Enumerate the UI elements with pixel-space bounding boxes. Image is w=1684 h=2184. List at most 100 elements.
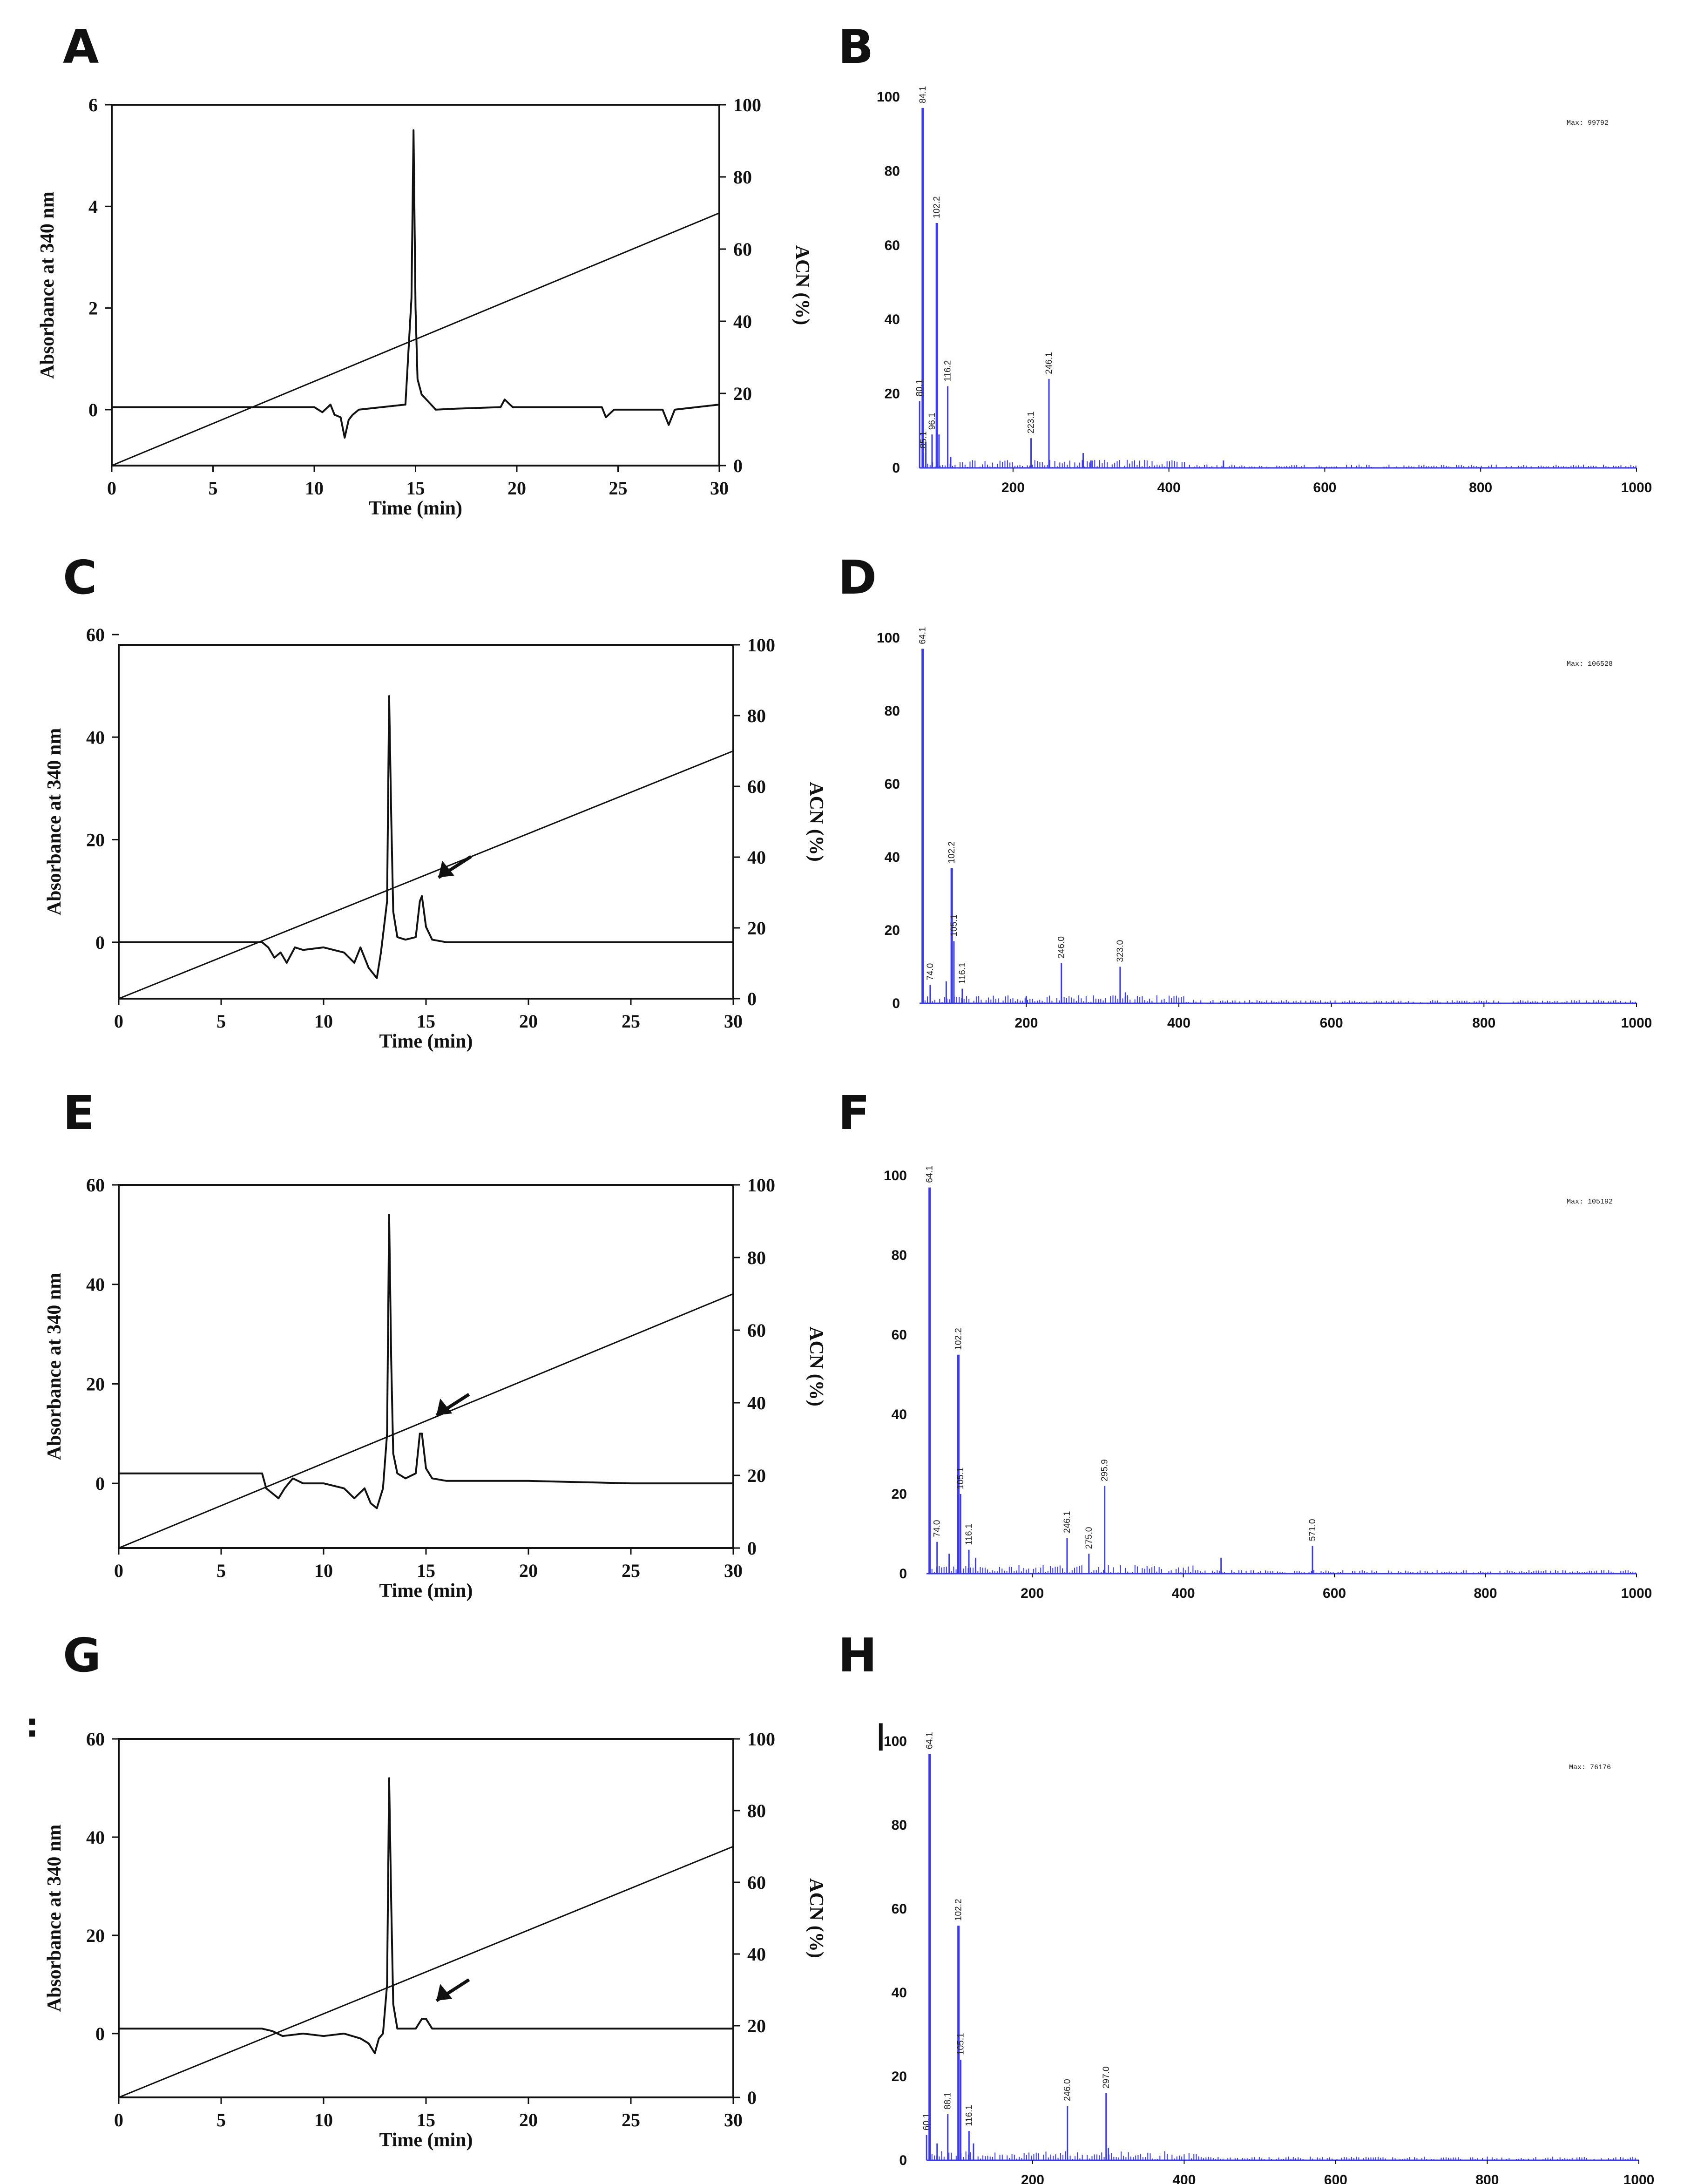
y2-tick-label: 20	[747, 918, 766, 939]
x-tick-label: 20	[519, 2110, 538, 2130]
ms-peak-label: 85.1	[919, 431, 929, 448]
ms-x-tick-label: 600	[1324, 2172, 1347, 2184]
ms-y-tick-label: 60	[892, 1327, 907, 1343]
x-tick-label: 20	[519, 1560, 538, 1581]
x-axis-title: Time (min)	[369, 498, 462, 519]
panel-letter-f: F	[838, 1086, 870, 1140]
ms-y-tick-label: 80	[885, 163, 900, 179]
y2-tick-label: 40	[733, 311, 752, 332]
peak-arrow-head	[438, 860, 454, 878]
ms-peak-label: 88.1	[943, 2092, 953, 2110]
ms-peak-label: 64.1	[918, 627, 928, 644]
y2-tick-label: 80	[747, 1247, 766, 1268]
y2-tick-label: 40	[747, 1944, 766, 1965]
panel-letter-a: A	[63, 20, 99, 74]
x-tick-label: 25	[609, 478, 628, 499]
y2-tick-label: 0	[747, 2087, 757, 2108]
y2-tick-label: 40	[747, 847, 766, 868]
ms-y-tick-label: 40	[892, 1985, 907, 2001]
y2-axis-title: ACN (%)	[805, 1878, 827, 1958]
ms-peak-label: 102.2	[932, 196, 942, 218]
ms-peak-label: 74.0	[933, 1520, 942, 1537]
x-tick-label: 25	[622, 1560, 640, 1581]
ms-y-tick-label: 80	[885, 703, 900, 719]
ms-peak-label: 116.1	[964, 1524, 974, 1545]
ms-y-tick-label: 60	[892, 1901, 907, 1917]
ms-y-tick-label: 20	[885, 923, 900, 938]
ms-peak-label: 116.1	[958, 962, 967, 984]
x-tick-label: 25	[622, 1011, 640, 1032]
y-tick-label: 40	[86, 1827, 105, 1848]
acn-gradient-line	[118, 1293, 734, 1549]
ms-peak-label: 80.1	[915, 379, 925, 397]
ms-max-intensity: Max: 76176	[1569, 1764, 1611, 1772]
stray-letter: I	[875, 1716, 886, 1759]
ms-peak-label: 223.1	[1027, 412, 1036, 434]
x-tick-label: 30	[724, 1560, 743, 1581]
y2-tick-label: 60	[747, 776, 766, 797]
ms-peak-label: 105.1	[949, 914, 959, 937]
y-tick-label: 60	[86, 624, 105, 645]
ms-peak-label: 84.1	[918, 86, 928, 103]
y-tick-label: 4	[88, 196, 98, 217]
ms-y-tick-label: 40	[885, 850, 900, 865]
absorbance-trace	[112, 129, 720, 439]
x-tick-label: 0	[107, 478, 116, 499]
x-tick-label: 30	[710, 478, 729, 499]
x-tick-label: 0	[114, 2110, 123, 2130]
ms-peak-label: 105.1	[956, 1467, 966, 1489]
ms-y-tick-label: 40	[885, 312, 900, 327]
y2-tick-label: 80	[733, 167, 752, 188]
acn-gradient-line	[118, 1846, 734, 2098]
y-axis-title: Absorbance at 340 nm	[37, 191, 58, 379]
x-tick-label: 15	[406, 478, 425, 499]
y2-tick-label: 0	[747, 988, 757, 1009]
y2-tick-label: 80	[747, 705, 766, 726]
y-tick-label: 40	[86, 1274, 105, 1295]
ms-peak-label: 64.1	[925, 1732, 935, 1749]
x-tick-label: 30	[724, 1011, 743, 1032]
ms-y-tick-label: 60	[885, 238, 900, 253]
ms-noise	[929, 1565, 1636, 1574]
ms-x-tick-label: 600	[1313, 480, 1336, 495]
ms-spectrum-f: 0 20 40 60 80 100 200 400 600 800 1000 Max: 105192 6…	[884, 1166, 1652, 1601]
ms-peak-label: 571.0	[1308, 1519, 1318, 1542]
acn-gradient-line	[118, 750, 734, 1000]
stray-dots: :	[26, 1706, 39, 1744]
plot-frame	[118, 1184, 734, 1549]
y2-tick-label: 60	[747, 1872, 766, 1893]
ms-peak-label: 297.0	[1102, 2066, 1111, 2089]
ms-y-tick-label: 60	[885, 777, 900, 792]
y2-tick-label: 0	[733, 455, 743, 476]
y-tick-label: 20	[86, 1925, 105, 1946]
y2-tick-label: 60	[747, 1320, 766, 1341]
ms-x-tick-label: 1000	[1621, 1015, 1652, 1031]
panel-letters: A B C D E F G H : I	[26, 20, 886, 1759]
y-tick-label: 20	[86, 830, 105, 851]
ms-peak-label: 323.0	[1116, 940, 1125, 962]
y2-tick-label: 20	[747, 1465, 766, 1486]
y-tick-label: 2	[88, 298, 98, 319]
ms-y-tick-label: 0	[892, 996, 900, 1011]
ms-noise	[929, 2151, 1636, 2160]
x-tick-label: 10	[305, 478, 324, 499]
ms-max-intensity: Max: 99792	[1567, 119, 1609, 127]
ms-x-tick-label: 200	[1021, 1586, 1044, 1601]
ms-x-tick-label: 800	[1474, 1586, 1497, 1601]
x-tick-label: 10	[314, 2110, 333, 2130]
x-tick-label: 15	[417, 1560, 435, 1581]
y-tick-label: 20	[86, 1373, 105, 1394]
x-tick-label: 10	[314, 1011, 333, 1032]
ms-x-tick-label: 1000	[1623, 2172, 1655, 2184]
ms-y-tick-label: 20	[885, 386, 900, 402]
panel-letter-d: D	[838, 550, 877, 605]
ms-y-tick-label: 0	[892, 460, 900, 476]
ms-peak-label: 64.1	[925, 1166, 935, 1183]
ms-max-intensity: Max: 106528	[1567, 660, 1613, 668]
ms-peak-label: 116.1	[964, 2105, 974, 2126]
ms-peak-label: 105.1	[956, 2033, 966, 2055]
y-tick-label: 60	[86, 1175, 105, 1196]
